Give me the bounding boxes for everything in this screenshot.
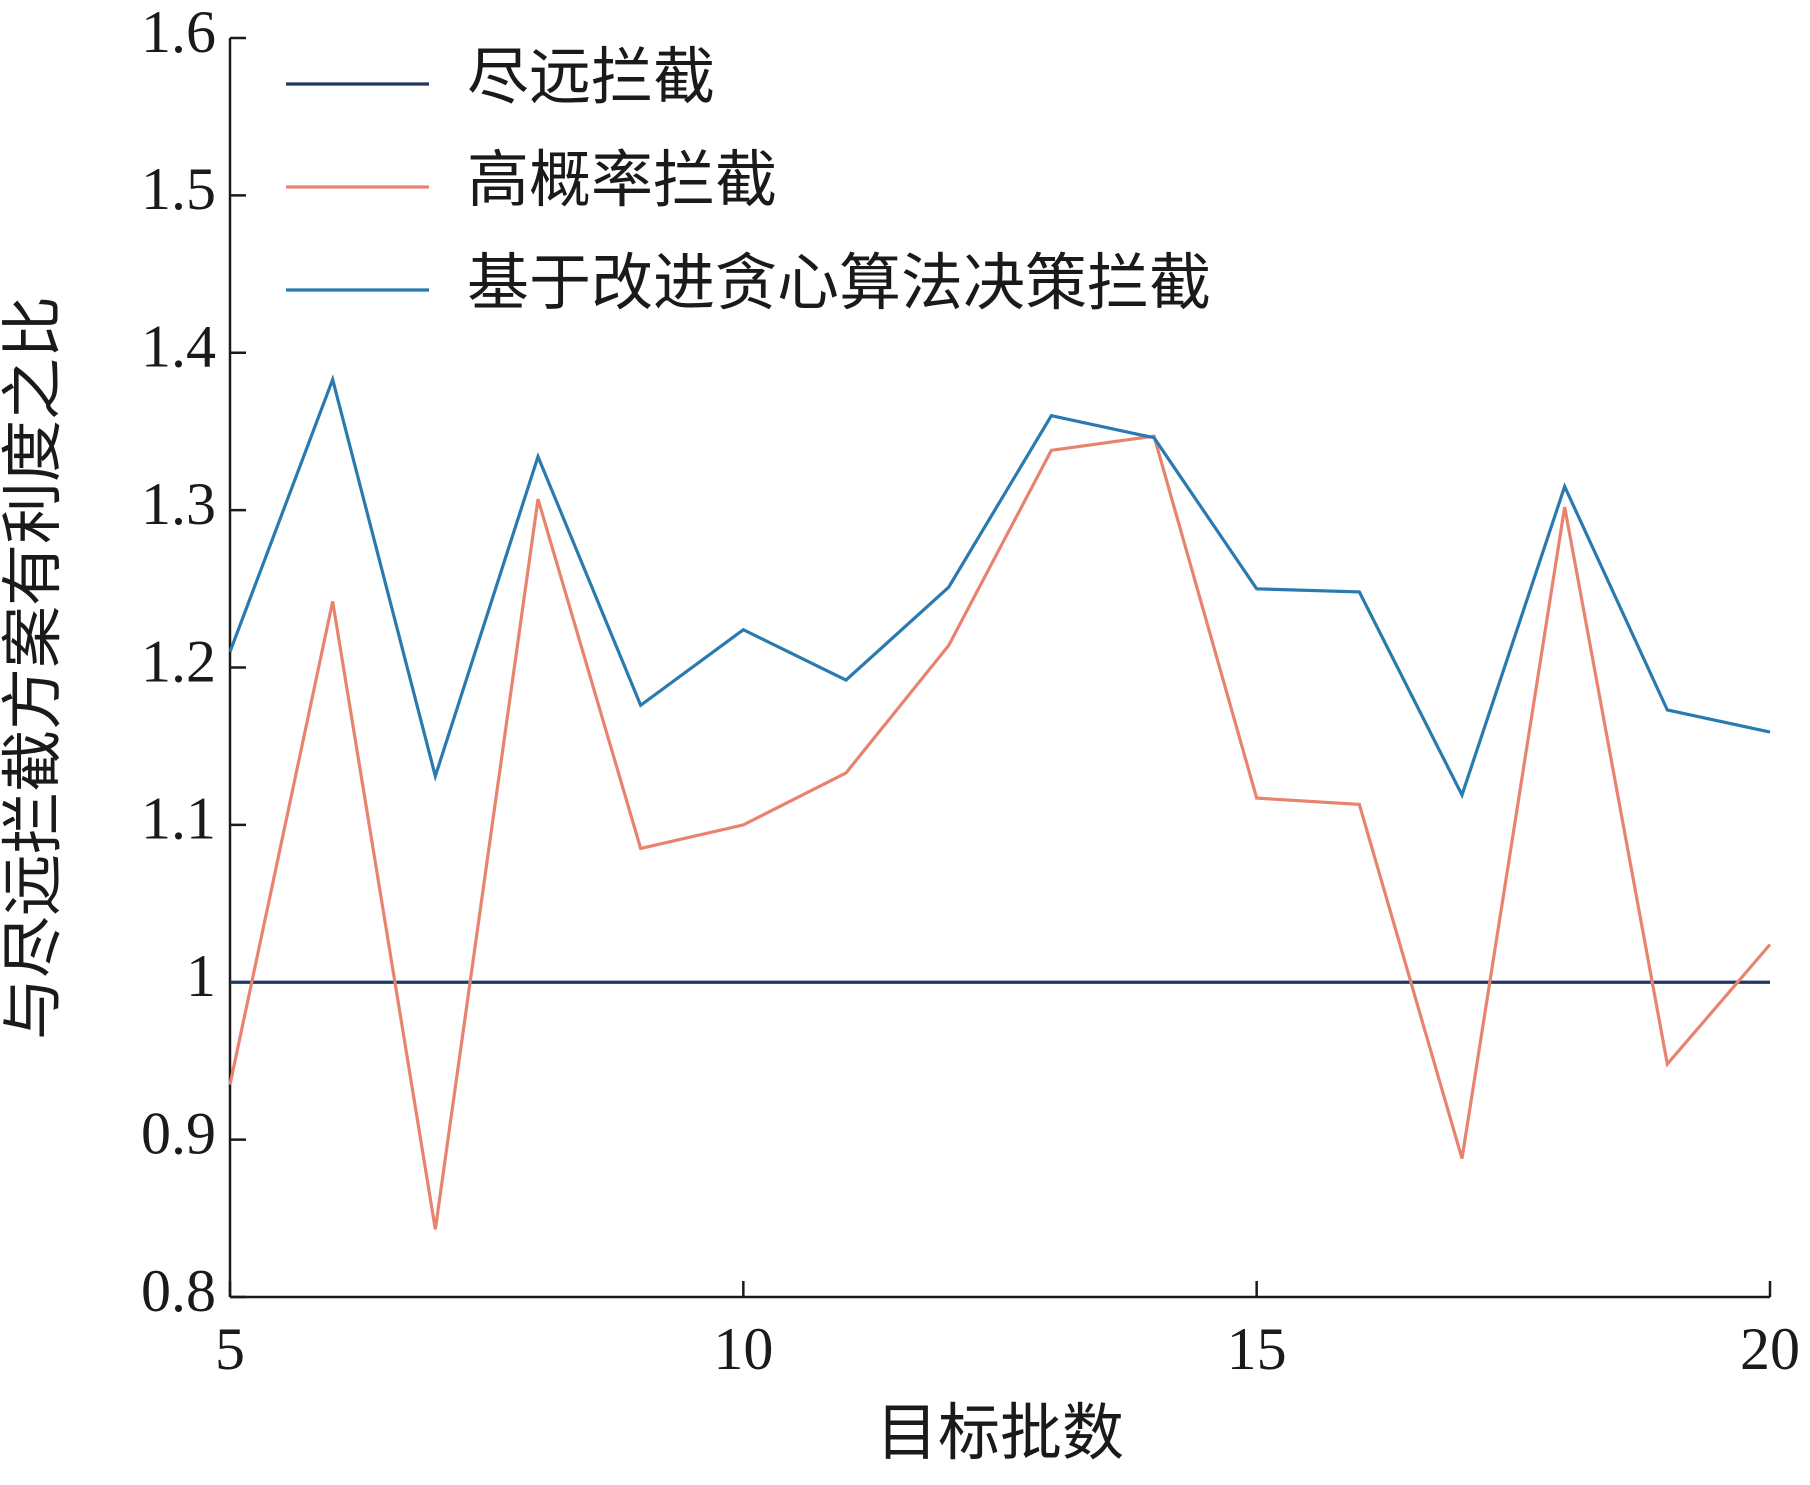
x-tick-label: 10 [713, 1316, 773, 1382]
y-tick-label: 1.1 [141, 786, 216, 852]
y-tick-label: 1.6 [141, 0, 216, 65]
legend-text: 高概率拦截 [467, 147, 777, 215]
y-tick-label: 0.8 [141, 1258, 216, 1324]
y-tick-label: 1.3 [141, 471, 216, 537]
x-tick-label: 20 [1740, 1316, 1800, 1382]
y-tick-label: 1.4 [141, 314, 216, 380]
x-axis-label: 目标批数 [876, 1400, 1124, 1468]
series-line [228, 374, 1771, 800]
y-tick-label: 1 [186, 943, 216, 1009]
y-tick-label: 0.9 [141, 1100, 216, 1166]
y-tick-label: 1.5 [141, 156, 216, 222]
x-tick-label: 15 [1227, 1316, 1287, 1382]
legend-text: 基于改进贪心算法决策拦截 [467, 250, 1211, 318]
y-tick-label: 1.2 [141, 628, 216, 694]
x-tick-label: 5 [215, 1316, 245, 1382]
y-axis-label: 与尽远拦截方案有利度之比 [0, 296, 68, 1040]
legend-text: 尽远拦截 [467, 44, 715, 112]
series-line [228, 434, 1772, 1230]
